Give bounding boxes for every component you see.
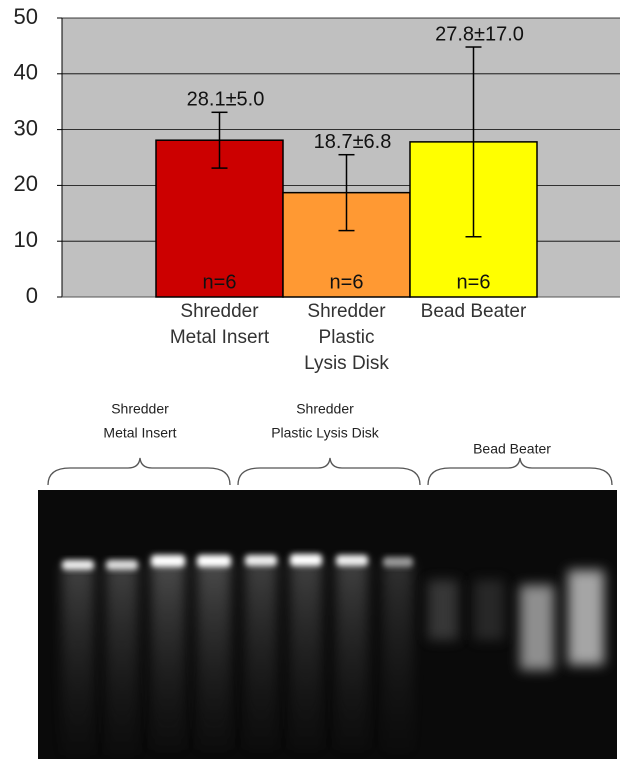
value-label: 18.7±6.8: [314, 131, 392, 153]
y-tick-label: 0: [26, 283, 38, 308]
smear: [428, 580, 458, 640]
gel-label: Shredder: [111, 401, 169, 417]
band: [106, 560, 138, 570]
band: [336, 555, 368, 566]
band: [245, 555, 277, 566]
gel-label: Metal Insert: [103, 425, 176, 441]
band: [383, 557, 413, 567]
gel-label: Shredder: [296, 401, 354, 417]
y-tick-label: 10: [14, 227, 38, 252]
x-tick-label: Metal Insert: [170, 327, 270, 348]
x-tick-label: Shredder: [307, 301, 386, 322]
y-tick-label: 30: [14, 115, 38, 140]
chart: 0 10 20 30 40 50 28.1±5.0 n=6 Shredder Metal Inse…: [14, 4, 620, 374]
n-label: n=6: [457, 271, 491, 293]
n-label: n=6: [203, 271, 237, 293]
y-tick-label: 40: [14, 60, 38, 85]
smear: [568, 570, 604, 665]
brace: [47, 457, 231, 486]
lane-smear: [383, 562, 413, 752]
lane-smear: [151, 560, 185, 750]
gel-figure: Shredder Metal Insert Shredder Plastic Lysi…: [38, 401, 617, 759]
y-tick-label: 20: [14, 171, 38, 196]
band: [197, 555, 231, 567]
smear: [520, 585, 554, 670]
lane-smear: [62, 565, 94, 755]
band: [62, 560, 94, 570]
lane-smear: [336, 560, 368, 750]
gel-label: Bead Beater: [473, 441, 551, 457]
band: [151, 555, 185, 567]
lane-smear: [106, 565, 138, 755]
gel-lanes: [62, 554, 604, 755]
gel-label: Plastic Lysis Disk: [271, 425, 380, 441]
value-label: 28.1±5.0: [187, 89, 265, 111]
x-tick-label: Plastic: [319, 327, 375, 348]
n-label: n=6: [330, 271, 364, 293]
x-tick-label: Shredder: [180, 301, 259, 322]
x-tick-label: Lysis Disk: [304, 353, 389, 374]
y-tick-label: 50: [14, 4, 38, 29]
brace: [427, 457, 613, 486]
lane-smear: [197, 560, 231, 750]
band: [290, 554, 322, 566]
lane-smear: [245, 560, 277, 750]
brace: [237, 457, 421, 486]
lane-smear: [290, 560, 322, 750]
smear: [474, 580, 504, 640]
value-label: 27.8±17.0: [435, 23, 524, 45]
x-tick-label: Bead Beater: [421, 301, 527, 322]
